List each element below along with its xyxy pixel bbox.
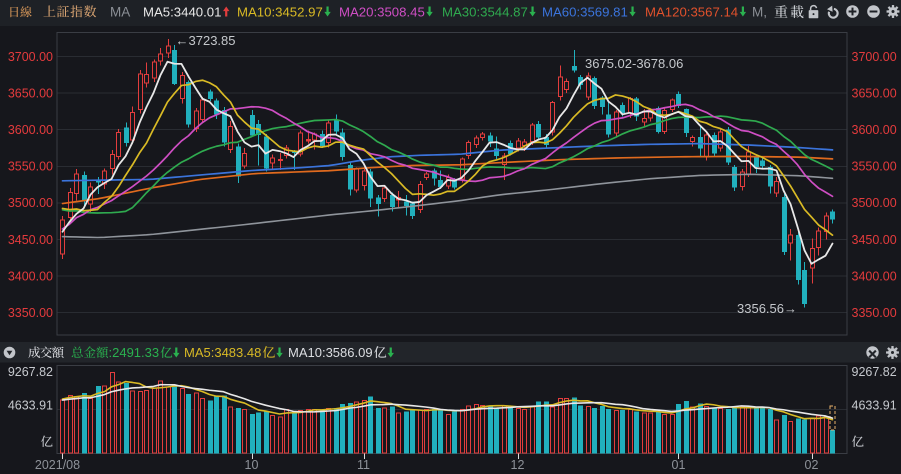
svg-text:MA60:3569.81: MA60:3569.81 bbox=[542, 4, 628, 19]
svg-text:02: 02 bbox=[805, 458, 819, 472]
svg-text:3675.02-3678.06: 3675.02-3678.06 bbox=[585, 56, 683, 71]
svg-text:MA5:3440.01: MA5:3440.01 bbox=[143, 4, 221, 19]
svg-text:←3723.85: ←3723.85 bbox=[176, 33, 236, 48]
svg-text:3650.00: 3650.00 bbox=[852, 87, 897, 101]
svg-text:M,: M, bbox=[752, 4, 767, 19]
svg-text:4633.91: 4633.91 bbox=[852, 398, 897, 412]
svg-text:3650.00: 3650.00 bbox=[8, 87, 53, 101]
svg-text:3550.00: 3550.00 bbox=[8, 160, 53, 174]
svg-text:MA20:3508.45: MA20:3508.45 bbox=[339, 4, 425, 19]
svg-text:MA10:3586.09: MA10:3586.09 bbox=[288, 345, 373, 360]
svg-text:3400.00: 3400.00 bbox=[852, 269, 897, 283]
svg-text:3550.00: 3550.00 bbox=[852, 160, 897, 174]
svg-text:9267.82: 9267.82 bbox=[852, 365, 897, 379]
svg-text:01: 01 bbox=[672, 458, 686, 472]
svg-text:3400.00: 3400.00 bbox=[8, 269, 53, 283]
svg-text:3600.00: 3600.00 bbox=[8, 123, 53, 137]
svg-text:MA: MA bbox=[110, 4, 130, 19]
svg-text:3350.00: 3350.00 bbox=[8, 306, 53, 320]
svg-text:3500.00: 3500.00 bbox=[8, 196, 53, 210]
svg-text:3700.00: 3700.00 bbox=[8, 50, 53, 64]
svg-text:3500.00: 3500.00 bbox=[852, 196, 897, 210]
svg-text:MA5:3483.48: MA5:3483.48 bbox=[184, 345, 261, 360]
svg-text:12: 12 bbox=[511, 458, 525, 472]
svg-text::2491.33: :2491.33 bbox=[109, 345, 160, 360]
svg-text:MA30:3544.87: MA30:3544.87 bbox=[442, 4, 528, 19]
svg-text:4633.91: 4633.91 bbox=[8, 398, 53, 412]
svg-text:3356.56→: 3356.56→ bbox=[737, 301, 797, 316]
svg-text:3600.00: 3600.00 bbox=[852, 123, 897, 137]
svg-text:9267.82: 9267.82 bbox=[8, 365, 53, 379]
svg-text:3350.00: 3350.00 bbox=[852, 306, 897, 320]
svg-text:3700.00: 3700.00 bbox=[852, 50, 897, 64]
svg-text:2021/08: 2021/08 bbox=[35, 458, 80, 472]
svg-text:3450.00: 3450.00 bbox=[852, 233, 897, 247]
svg-text:11: 11 bbox=[357, 458, 370, 472]
svg-text:MA10:3452.97: MA10:3452.97 bbox=[237, 4, 323, 19]
svg-text:10: 10 bbox=[245, 458, 259, 472]
svg-text:3450.00: 3450.00 bbox=[8, 233, 53, 247]
svg-text:MA120:3567.14: MA120:3567.14 bbox=[645, 4, 738, 19]
